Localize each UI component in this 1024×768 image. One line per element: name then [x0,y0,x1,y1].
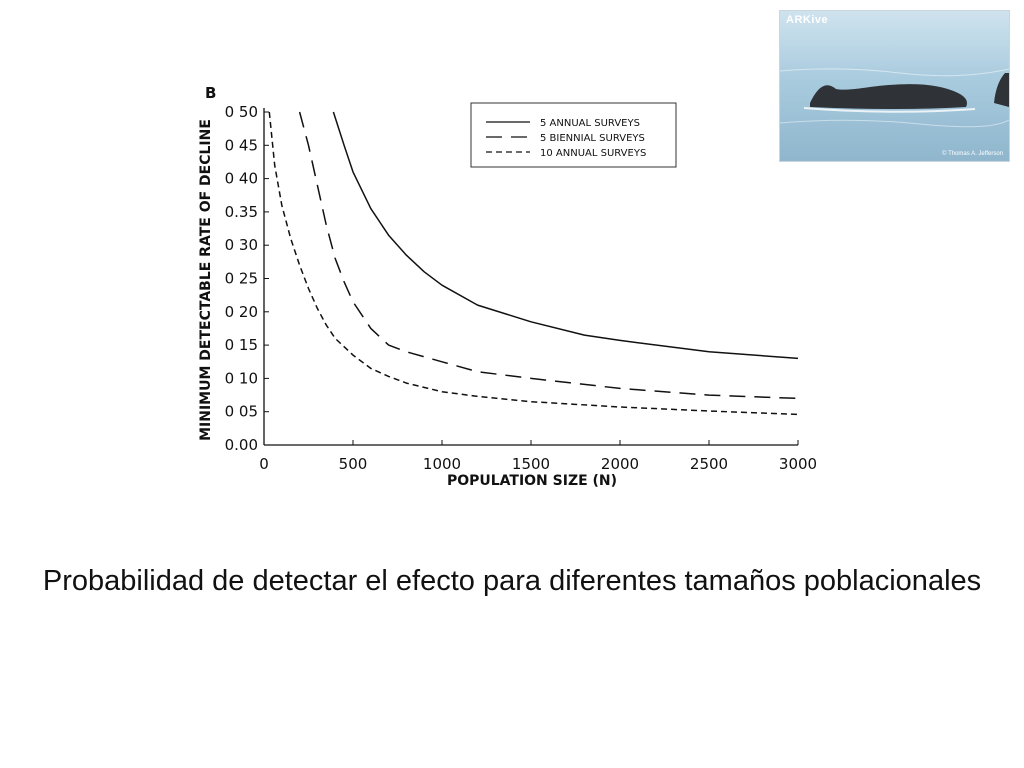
legend-label-2: 5 BIENNIAL SURVEYS [540,133,645,144]
y-tick-label: 0 20 [225,303,258,321]
y-tick-label: 0 15 [225,336,258,354]
chart-series [268,111,799,416]
series-line-1 [332,111,799,360]
porpoise-photo: ARKive © Thomas A. Jefferson [779,10,1010,162]
photo-brand: ARKive [786,14,829,26]
y-axis-ticks: 0.00 0 05 0 10 0 15 0 20 0 25 0 30 0.35 0 40 0 45… [225,103,269,454]
x-tick-label: 3000 [779,455,817,473]
decline-rate-chart: B 0.00 0 05 0 10 0 15 0 20 0 25 0 30 0.35 0 40 0 … [198,84,817,489]
y-tick-label: 0 10 [225,369,258,387]
y-tick-label: 0 30 [225,236,258,254]
porpoise-icon [810,84,967,109]
y-tick-label: 0.00 [225,436,258,454]
x-tick-label: 2000 [601,455,639,473]
y-axis-title: MINIMUM DETECTABLE RATE OF DECLINE [198,119,214,441]
legend-label-1: 5 ANNUAL SURVEYS [540,118,640,129]
y-tick-label: 0 40 [225,170,258,188]
y-tick-label: 0.35 [225,203,258,221]
legend-label-3: 10 ANNUAL SURVEYS [540,148,646,159]
chart-legend: 5 ANNUAL SURVEYS 5 BIENNIAL SURVEYS 10 ANN… [470,102,677,168]
y-tick-label: 0 50 [225,103,258,121]
slide-caption: Probabilidad de detectar el efecto para … [42,565,982,597]
second-porpoise-fin-icon [994,73,1009,107]
x-tick-label: 500 [339,455,368,473]
x-tick-label: 2500 [690,455,728,473]
panel-letter: B [205,84,216,102]
y-tick-label: 0 25 [225,270,258,288]
x-axis-ticks: 0 500 1000 1500 2000 2500 3000 [259,440,817,473]
y-tick-label: 0 05 [225,403,258,421]
x-tick-label: 1500 [512,455,550,473]
x-axis-title: POPULATION SIZE (N) [447,473,617,489]
x-tick-label: 1000 [423,455,461,473]
legend-box [470,102,677,168]
series-line-3 [268,111,799,416]
porpoise-illustration [780,68,1009,128]
photo-credit: © Thomas A. Jefferson [942,151,1003,157]
x-tick-label: 0 [259,455,269,473]
y-tick-label: 0 45 [225,136,258,154]
